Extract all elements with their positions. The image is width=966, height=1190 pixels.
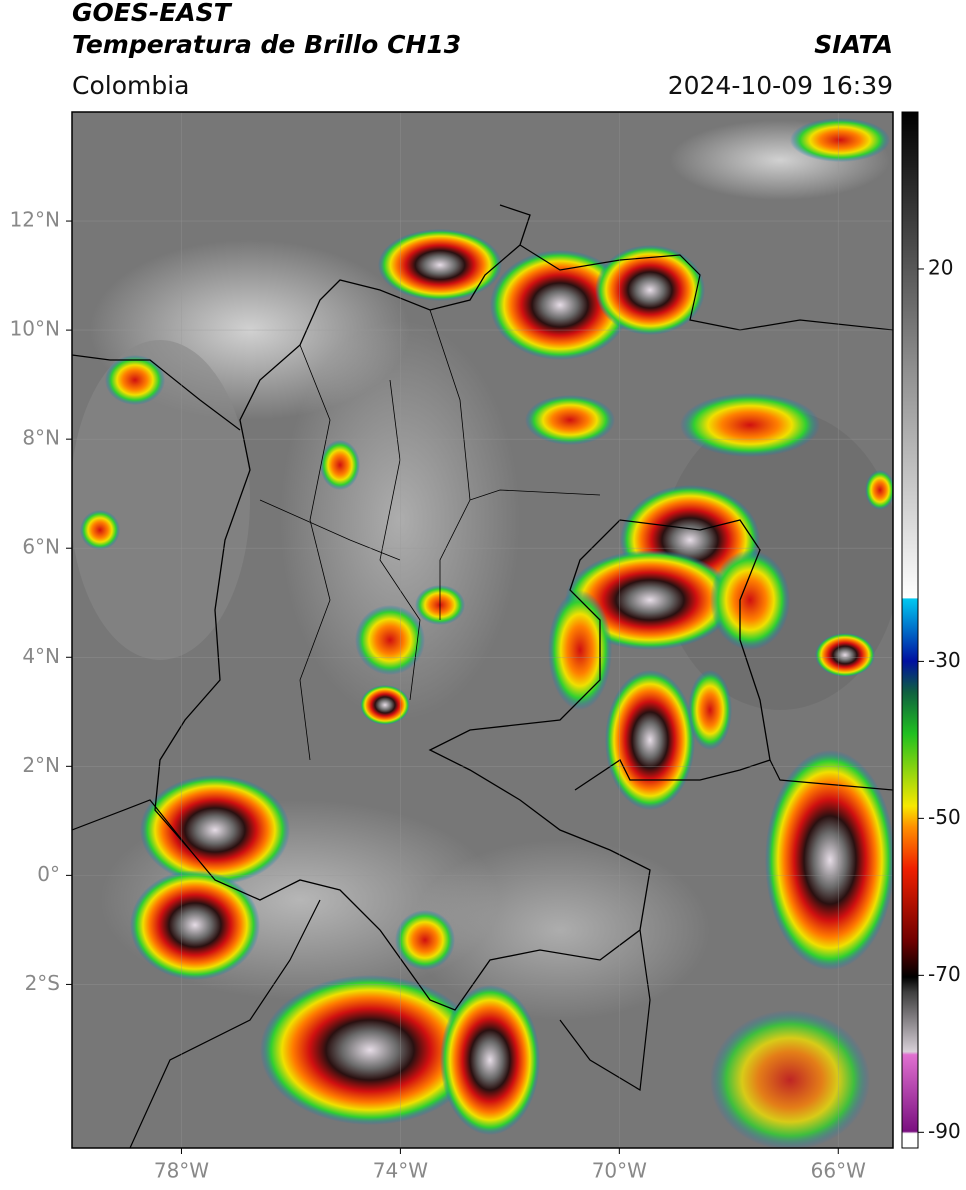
lon-tick-label: 66°W xyxy=(811,1159,866,1183)
map-frame xyxy=(71,111,894,1149)
lat-tick-label: 10°N xyxy=(10,317,60,341)
lat-tick-label: 12°N xyxy=(10,208,60,232)
lat-tick-label: 8°N xyxy=(22,426,60,450)
colorbar-tick-label: -70 xyxy=(928,962,961,986)
colorbar-tick-label: -50 xyxy=(928,805,961,829)
source: SIATA xyxy=(814,30,893,59)
lat-tick-label: 4°N xyxy=(22,644,60,668)
lat-tick-label: 2°S xyxy=(25,971,60,995)
title-line: GOES-EAST xyxy=(72,0,233,27)
colorbar-tick-label: -90 xyxy=(928,1119,961,1143)
colorbar xyxy=(901,111,919,1149)
lon-tick-label: 70°W xyxy=(592,1159,647,1183)
satellite-image xyxy=(72,112,893,1148)
colorbar-tick-label: -30 xyxy=(928,648,961,672)
lon-tick-label: 78°W xyxy=(154,1159,209,1183)
datetime: 2024-10-09 16:39 xyxy=(668,71,893,100)
lat-tick-label: 6°N xyxy=(22,535,60,559)
lon-tick-label: 74°W xyxy=(373,1159,428,1183)
title-line: Temperatura de Brillo CH13 xyxy=(72,30,461,59)
colorbar-tick-label: 20 xyxy=(928,255,953,279)
graticule xyxy=(72,112,893,1148)
lat-tick-label: 2°N xyxy=(22,753,60,777)
lat-tick-label: 0° xyxy=(37,862,60,886)
region: Colombia xyxy=(72,71,189,100)
